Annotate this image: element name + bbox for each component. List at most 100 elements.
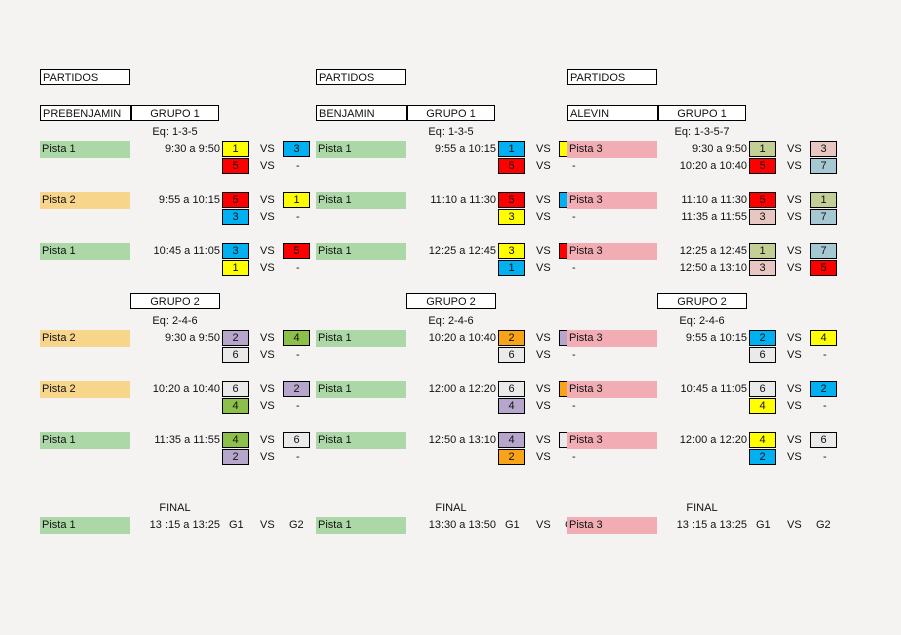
team-chip: 2 [283, 381, 310, 397]
vs-label: VS [260, 194, 275, 206]
vs-label: VS [536, 262, 551, 274]
team-chip: 7 [810, 243, 837, 259]
final-team-g1: G1 [229, 519, 244, 531]
team-chip: 6 [222, 381, 249, 397]
vs-label: VS [787, 451, 802, 463]
resting-team-chip: 2 [498, 449, 525, 465]
match-time: 10:45 a 11:05 [680, 383, 747, 395]
pista-label: Pista 1 [316, 141, 406, 158]
division-name: PREBENJAMIN [40, 105, 131, 121]
team-chip: 3 [222, 243, 249, 259]
vs-label: VS [260, 211, 275, 223]
pista-label: Pista 3 [567, 243, 657, 260]
pista-label: Pista 2 [40, 330, 130, 347]
resting-team-chip: 3 [222, 209, 249, 225]
vs-label: VS [260, 434, 275, 446]
resting-team-chip: 4 [222, 398, 249, 414]
resting-team-chip: 6 [222, 347, 249, 363]
pista-label: Pista 1 [40, 432, 130, 449]
vs-label: VS [787, 160, 802, 172]
team-chip: 7 [810, 209, 837, 225]
pista-label: Pista 1 [40, 517, 130, 534]
pista-label: Pista 1 [316, 192, 406, 209]
final-time: 13 :15 a 13:25 [676, 519, 747, 531]
resting-team-chip: 4 [498, 398, 525, 414]
pista-label: Pista 1 [316, 243, 406, 260]
resting-team-chip: 5 [498, 158, 525, 174]
team-chip: 5 [810, 260, 837, 276]
match-time: 12:50 a 13:10 [428, 434, 496, 446]
resting-team-chip: 2 [749, 449, 776, 465]
pista-label: Pista 3 [567, 330, 657, 347]
team-chip: 5 [498, 192, 525, 208]
team-chip: 6 [810, 432, 837, 448]
final-team-g1: G1 [505, 519, 520, 531]
vs-label: VS [536, 332, 551, 344]
match-time: 9:55 a 10:15 [434, 143, 496, 155]
partidos-header: PARTIDOS [316, 69, 406, 85]
vs-label: VS [260, 383, 275, 395]
pista-label: Pista 3 [567, 432, 657, 449]
pista-label: Pista 3 [567, 517, 657, 534]
dash-label: - [572, 211, 576, 223]
pista-label: Pista 2 [40, 192, 130, 209]
vs-label: VS [536, 434, 551, 446]
group-2-title: GRUPO 2 [657, 293, 747, 309]
vs-label: VS [787, 519, 802, 531]
dash-label: - [823, 349, 827, 361]
vs-label: VS [260, 349, 275, 361]
group-1-teams: Eq: 1-3-5-7 [674, 126, 730, 138]
final-team-g1: G1 [756, 519, 771, 531]
team-chip: 1 [283, 192, 310, 208]
vs-label: VS [536, 194, 551, 206]
team-chip: 5 [749, 158, 776, 174]
final-team-g2: G2 [816, 519, 831, 531]
team-chip: 4 [283, 330, 310, 346]
vs-label: VS [260, 262, 275, 274]
match-time: 10:20 a 10:40 [428, 332, 496, 344]
vs-label: VS [536, 143, 551, 155]
dash-label: - [823, 451, 827, 463]
team-chip: 4 [498, 432, 525, 448]
team-chip: 6 [749, 381, 776, 397]
team-chip: 6 [498, 381, 525, 397]
final-title: FINAL [159, 502, 191, 514]
vs-label: VS [260, 160, 275, 172]
team-chip: 5 [283, 243, 310, 259]
team-chip: 1 [749, 243, 776, 259]
vs-label: VS [787, 262, 802, 274]
vs-label: VS [787, 194, 802, 206]
team-chip: 2 [498, 330, 525, 346]
dash-label: - [572, 160, 576, 172]
team-chip: 2 [810, 381, 837, 397]
pista-label: Pista 1 [40, 243, 130, 260]
team-chip: 6 [283, 432, 310, 448]
match-time: 10:45 a 11:05 [153, 245, 220, 257]
group-1-title: GRUPO 1 [131, 105, 219, 121]
team-chip: 4 [749, 432, 776, 448]
match-time: 9:30 a 9:50 [691, 143, 747, 155]
final-team-g2: G2 [289, 519, 304, 531]
pista-label: Pista 1 [316, 517, 406, 534]
match-time: 12:25 a 12:45 [679, 245, 747, 257]
dash-label: - [572, 451, 576, 463]
dash-label: - [823, 400, 827, 412]
team-chip: 2 [222, 330, 249, 346]
vs-label: VS [787, 332, 802, 344]
group-1-teams: Eq: 1-3-5 [152, 126, 198, 138]
final-title: FINAL [686, 502, 718, 514]
vs-label: VS [260, 332, 275, 344]
team-chip: 4 [810, 330, 837, 346]
team-chip: 2 [749, 330, 776, 346]
dash-label: - [572, 400, 576, 412]
pista-label: Pista 1 [40, 141, 130, 158]
match-time: 10:20 a 10:40 [152, 383, 220, 395]
match-time: 11:10 a 11:30 [681, 194, 747, 206]
dash-label: - [296, 262, 300, 274]
vs-label: VS [260, 143, 275, 155]
vs-label: VS [536, 400, 551, 412]
team-chip: 1 [810, 192, 837, 208]
dash-label: - [572, 349, 576, 361]
resting-team-chip: 5 [222, 158, 249, 174]
match-time: 11:35 a 11:55 [154, 434, 220, 446]
